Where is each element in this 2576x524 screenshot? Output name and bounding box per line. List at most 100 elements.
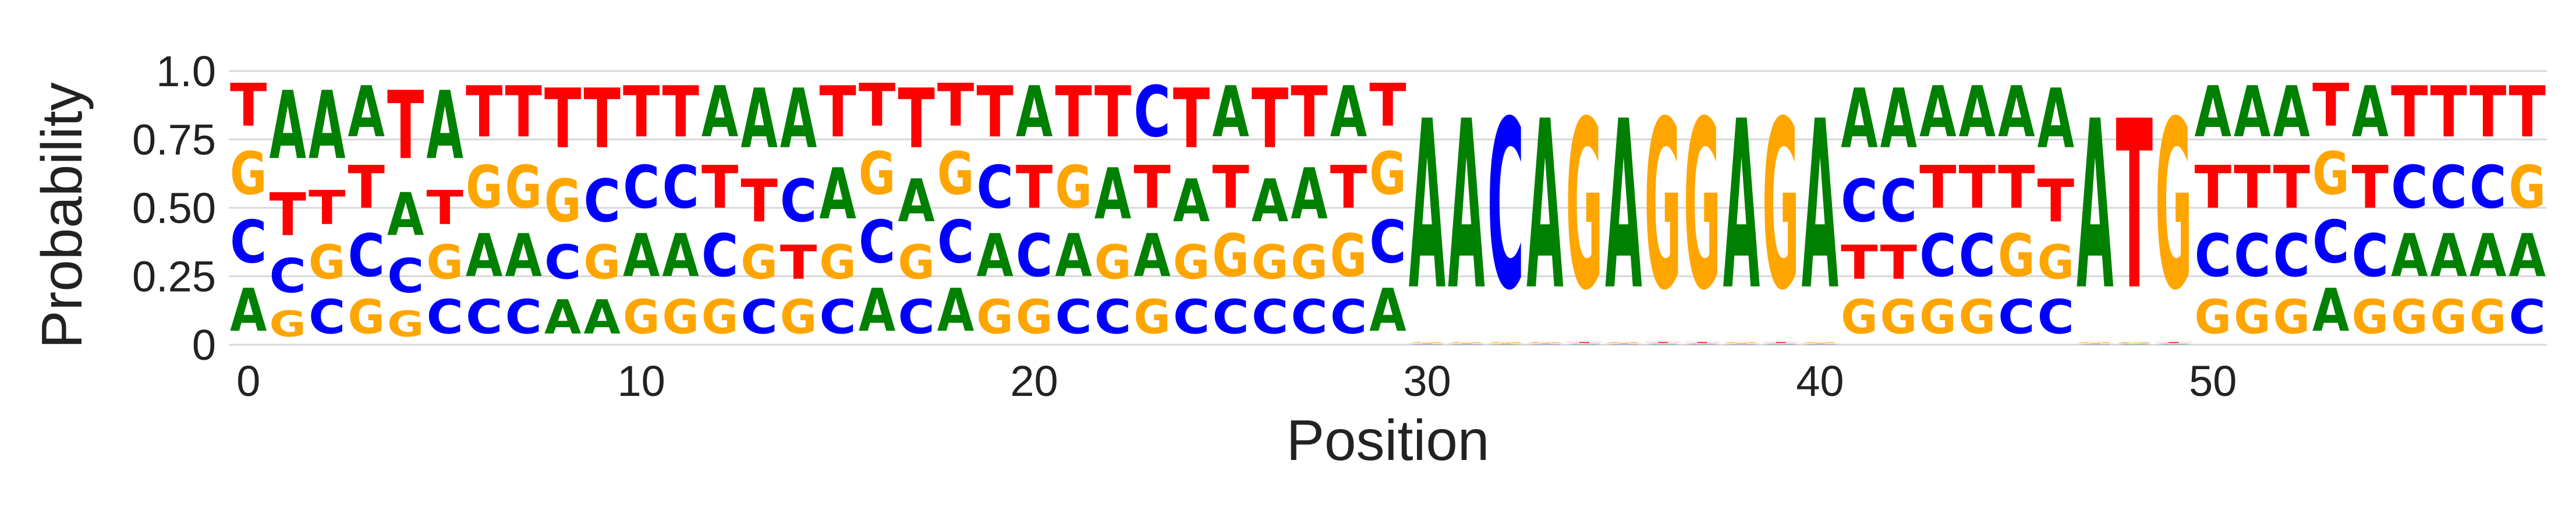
logo-letter-T-pos-4: T: [387, 71, 424, 180]
logo-letter-C-pos-36: C: [1645, 343, 1681, 344]
logo-letter-G-pos-14: G: [780, 290, 817, 345]
logo-letter-A-pos-34: A: [1566, 344, 1603, 345]
logo-letter-A-pos-54: A: [2352, 72, 2389, 153]
logo-letter-T-pos-56: T: [2430, 72, 2467, 153]
logo-letter-T-pos-16: T: [859, 71, 895, 139]
logo-letter-G-pos-23: G: [1133, 290, 1170, 345]
logo-letter-G-pos-49: G: [2155, 72, 2192, 342]
logo-letter-G-pos-4: G: [387, 305, 424, 345]
logo-letter-T-pos-49: T: [2155, 342, 2192, 343]
logo-letter-A-pos-53: A: [2312, 277, 2349, 345]
logo-letter-C-pos-13: C: [740, 291, 777, 345]
logo-letter-A-pos-46: A: [2038, 72, 2074, 167]
logo-letter-A-pos-37: A: [1684, 344, 1721, 345]
logo-letter-C-pos-57: C: [2469, 154, 2506, 222]
logo-letter-T-pos-14: T: [780, 236, 817, 290]
logo-letter-T-pos-10: T: [623, 72, 660, 153]
logo-letter-G-pos-13: G: [740, 235, 777, 290]
logo-letter-T-pos-53: T: [2312, 71, 2349, 139]
logo-letter-C-pos-52: C: [2273, 222, 2310, 291]
logo-letter-G-pos-26: G: [1252, 235, 1288, 290]
logo-letter-C-pos-37: C: [1684, 343, 1720, 344]
logo-letter-A-pos-24: A: [1173, 167, 1210, 235]
logo-letter-A-pos-57: A: [2469, 222, 2506, 290]
logo-letter-T-pos-5: T: [426, 181, 463, 235]
logo-letter-C-pos-20: C: [1016, 222, 1053, 291]
logo-letter-A-pos-21: A: [1055, 222, 1092, 290]
y-tick-label: 0.25: [132, 253, 216, 301]
logo-letter-C-pos-8: C: [544, 236, 581, 290]
logo-letter-A-pos-19: A: [976, 222, 1013, 290]
logo-letter-A-pos-45: A: [1998, 72, 2035, 153]
logo-letter-A-pos-52: A: [2273, 72, 2311, 153]
logo-letter-G-pos-25: G: [1212, 222, 1249, 291]
logo-letter-G-pos-52: G: [2273, 290, 2310, 345]
logo-letter-T-pos-55: T: [2391, 72, 2428, 153]
logo-letter-G-pos-11: G: [662, 290, 699, 345]
logo-letter-G-pos-20: G: [1016, 290, 1053, 345]
y-axis-label: Probability: [30, 82, 94, 349]
logo-letter-T-pos-51: T: [2234, 153, 2270, 221]
logo-letter-A-pos-20: A: [1016, 72, 1053, 153]
logo-letter-G-pos-34: G: [1566, 72, 1603, 342]
logo-letter-G-pos-1: G: [270, 305, 306, 345]
logo-letter-A-pos-0: A: [230, 277, 267, 345]
logo-letter-G-pos-50: G: [2195, 290, 2231, 345]
logo-letter-G-pos-43: G: [1919, 290, 1956, 345]
logo-letter-G-pos-5: G: [426, 235, 463, 290]
logo-letter-C-pos-19: C: [976, 154, 1013, 222]
logo-letter-A-pos-39: A: [1762, 344, 1799, 345]
logo-letter-T-pos-17: T: [898, 72, 934, 167]
x-tick-label: 30: [1403, 357, 1451, 405]
logo-letter-C-pos-10: C: [623, 154, 660, 222]
logo-letter-C-pos-1: C: [270, 249, 306, 303]
logo-letter-A-pos-25: A: [1212, 72, 1249, 153]
logo-letter-A-pos-38: A: [1723, 71, 1760, 341]
logo-letter-G-pos-16: G: [859, 140, 895, 208]
logo-letter-C-pos-0: C: [230, 208, 267, 277]
logo-letter-T-pos-42: T: [1880, 236, 1917, 290]
logo-letter-T-pos-22: T: [1094, 72, 1131, 153]
logo-letter-A-pos-49: A: [2155, 344, 2192, 345]
logo-letter-G-pos-40: G: [1802, 342, 1838, 343]
logo-letter-A-pos-11: A: [662, 222, 699, 290]
x-tick-label: 0: [236, 357, 260, 405]
logo-letter-G-pos-48: G: [2116, 342, 2153, 343]
logo-letter-G-pos-44: G: [1959, 290, 1996, 345]
logo-letter-G-pos-30: G: [1409, 342, 1445, 343]
logo-letter-T-pos-37: T: [1684, 342, 1721, 343]
y-tick-label: 0.75: [132, 116, 216, 164]
logo-letter-A-pos-50: A: [2195, 72, 2232, 153]
logo-letter-G-pos-31: G: [1448, 342, 1484, 343]
gridlines: [229, 70, 2547, 346]
logo-letter-A-pos-32: A: [1487, 344, 1525, 345]
logo-letter-G-pos-37: G: [1684, 72, 1720, 342]
logo-letter-A-pos-35: A: [1605, 71, 1642, 341]
logo-letter-A-pos-14: A: [780, 72, 817, 167]
logo-letter-G-pos-8: G: [544, 168, 581, 236]
x-tick-label: 20: [1010, 357, 1058, 405]
logo-letter-A-pos-15: A: [819, 154, 856, 235]
logo-letter-G-pos-21: G: [1055, 154, 1092, 222]
logo-letter-C-pos-7: C: [505, 291, 541, 345]
logo-letter-T-pos-11: T: [662, 72, 699, 153]
logo-letter-C-pos-38: C: [1723, 344, 1760, 345]
logo-letter-G-pos-53: G: [2312, 140, 2349, 208]
logo-letter-C-pos-27: C: [1291, 291, 1327, 345]
logo-letter-G-pos-2: G: [309, 235, 345, 290]
logo-letter-T-pos-39: T: [1762, 342, 1799, 343]
logo-letter-G-pos-57: G: [2469, 290, 2506, 345]
logo-letter-C-pos-17: C: [898, 291, 934, 345]
logo-letter-A-pos-40: A: [1802, 71, 1839, 341]
logo-letter-T-pos-12: T: [701, 153, 738, 221]
logo-letter-T-pos-3: T: [348, 153, 385, 221]
logo-letter-C-pos-26: C: [1252, 291, 1288, 345]
logo-letter-A-pos-29: A: [1369, 277, 1406, 345]
logo-letter-G-pos-47: G: [2077, 342, 2113, 343]
axis-ticks: 0 0.25 0.50 0.75 1.0 0 10 20 30 40 50: [132, 47, 2237, 405]
logo-letter-A-pos-56: A: [2430, 222, 2467, 290]
logo-letter-G-pos-17: G: [898, 235, 934, 290]
logo-letter-C-pos-23: C: [1133, 72, 1170, 153]
logo-letter-A-pos-6: A: [466, 222, 502, 290]
